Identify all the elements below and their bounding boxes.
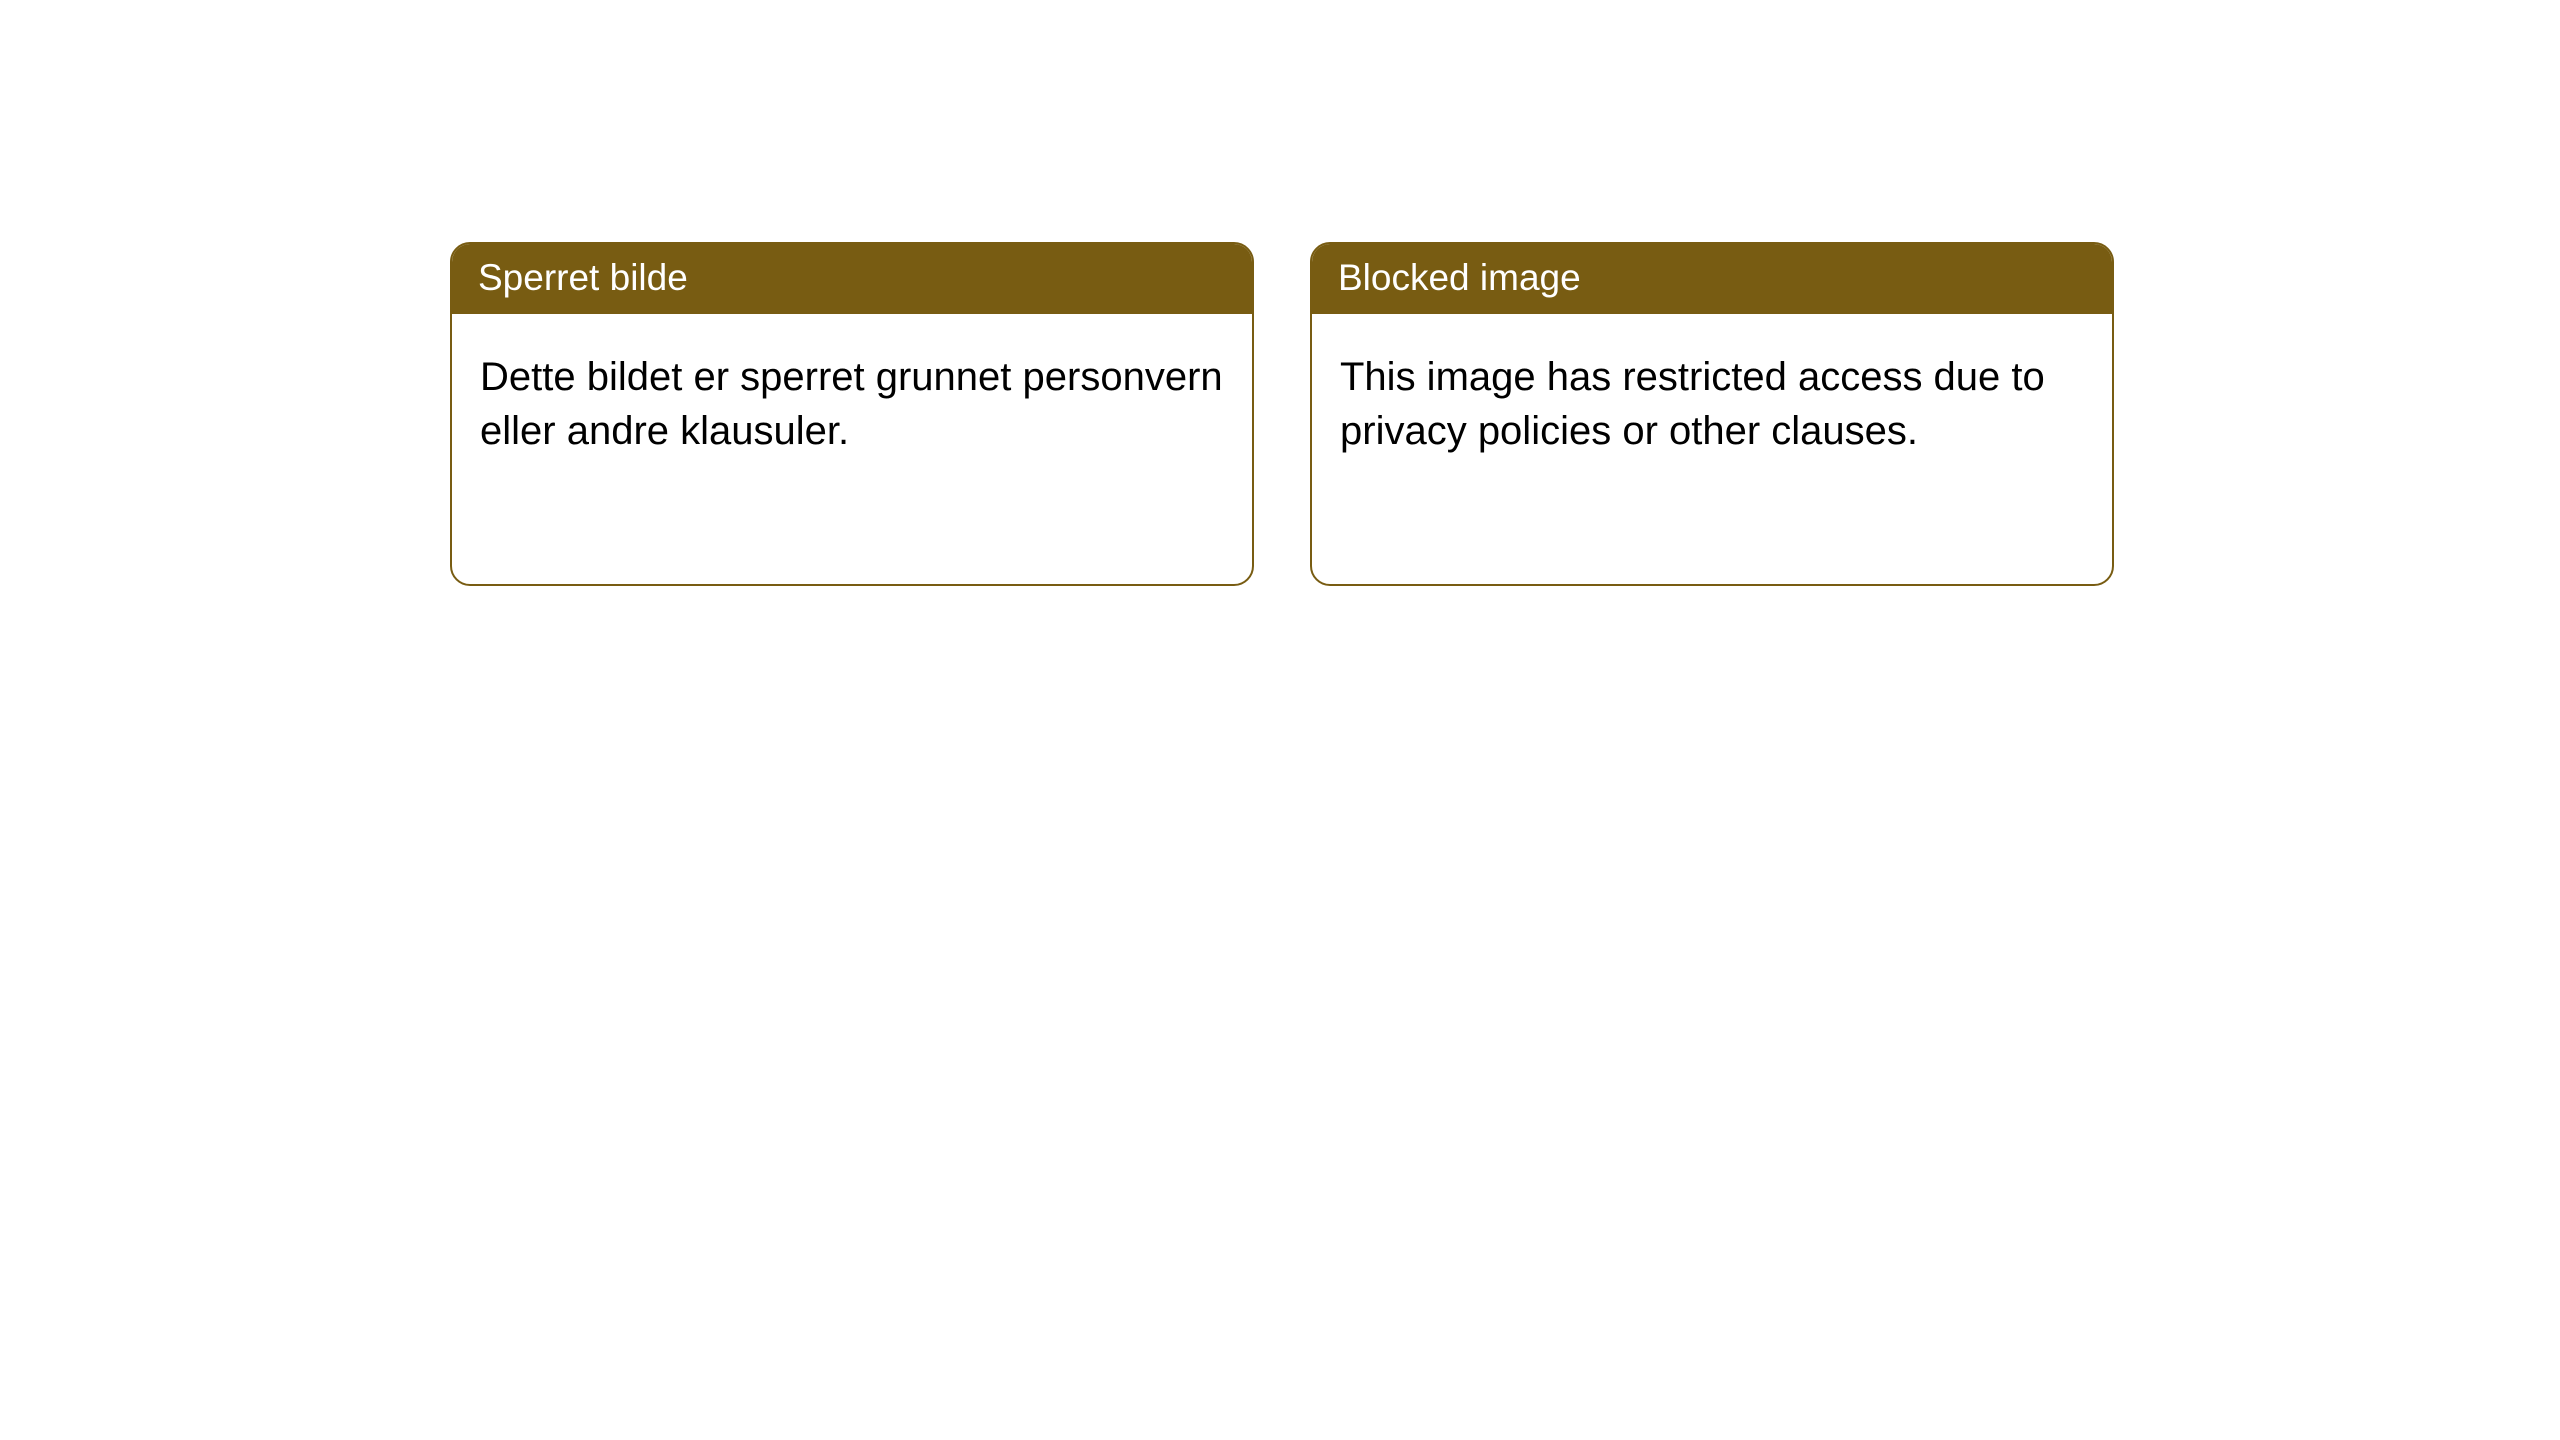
notice-card-body: This image has restricted access due to … (1312, 314, 2112, 584)
notice-card-english: Blocked image This image has restricted … (1310, 242, 2114, 586)
notice-card-body: Dette bildet er sperret grunnet personve… (452, 314, 1252, 584)
notice-card-norwegian: Sperret bilde Dette bildet er sperret gr… (450, 242, 1254, 586)
notice-card-header: Sperret bilde (452, 244, 1252, 314)
notice-card-header: Blocked image (1312, 244, 2112, 314)
notice-cards-container: Sperret bilde Dette bildet er sperret gr… (0, 0, 2560, 586)
